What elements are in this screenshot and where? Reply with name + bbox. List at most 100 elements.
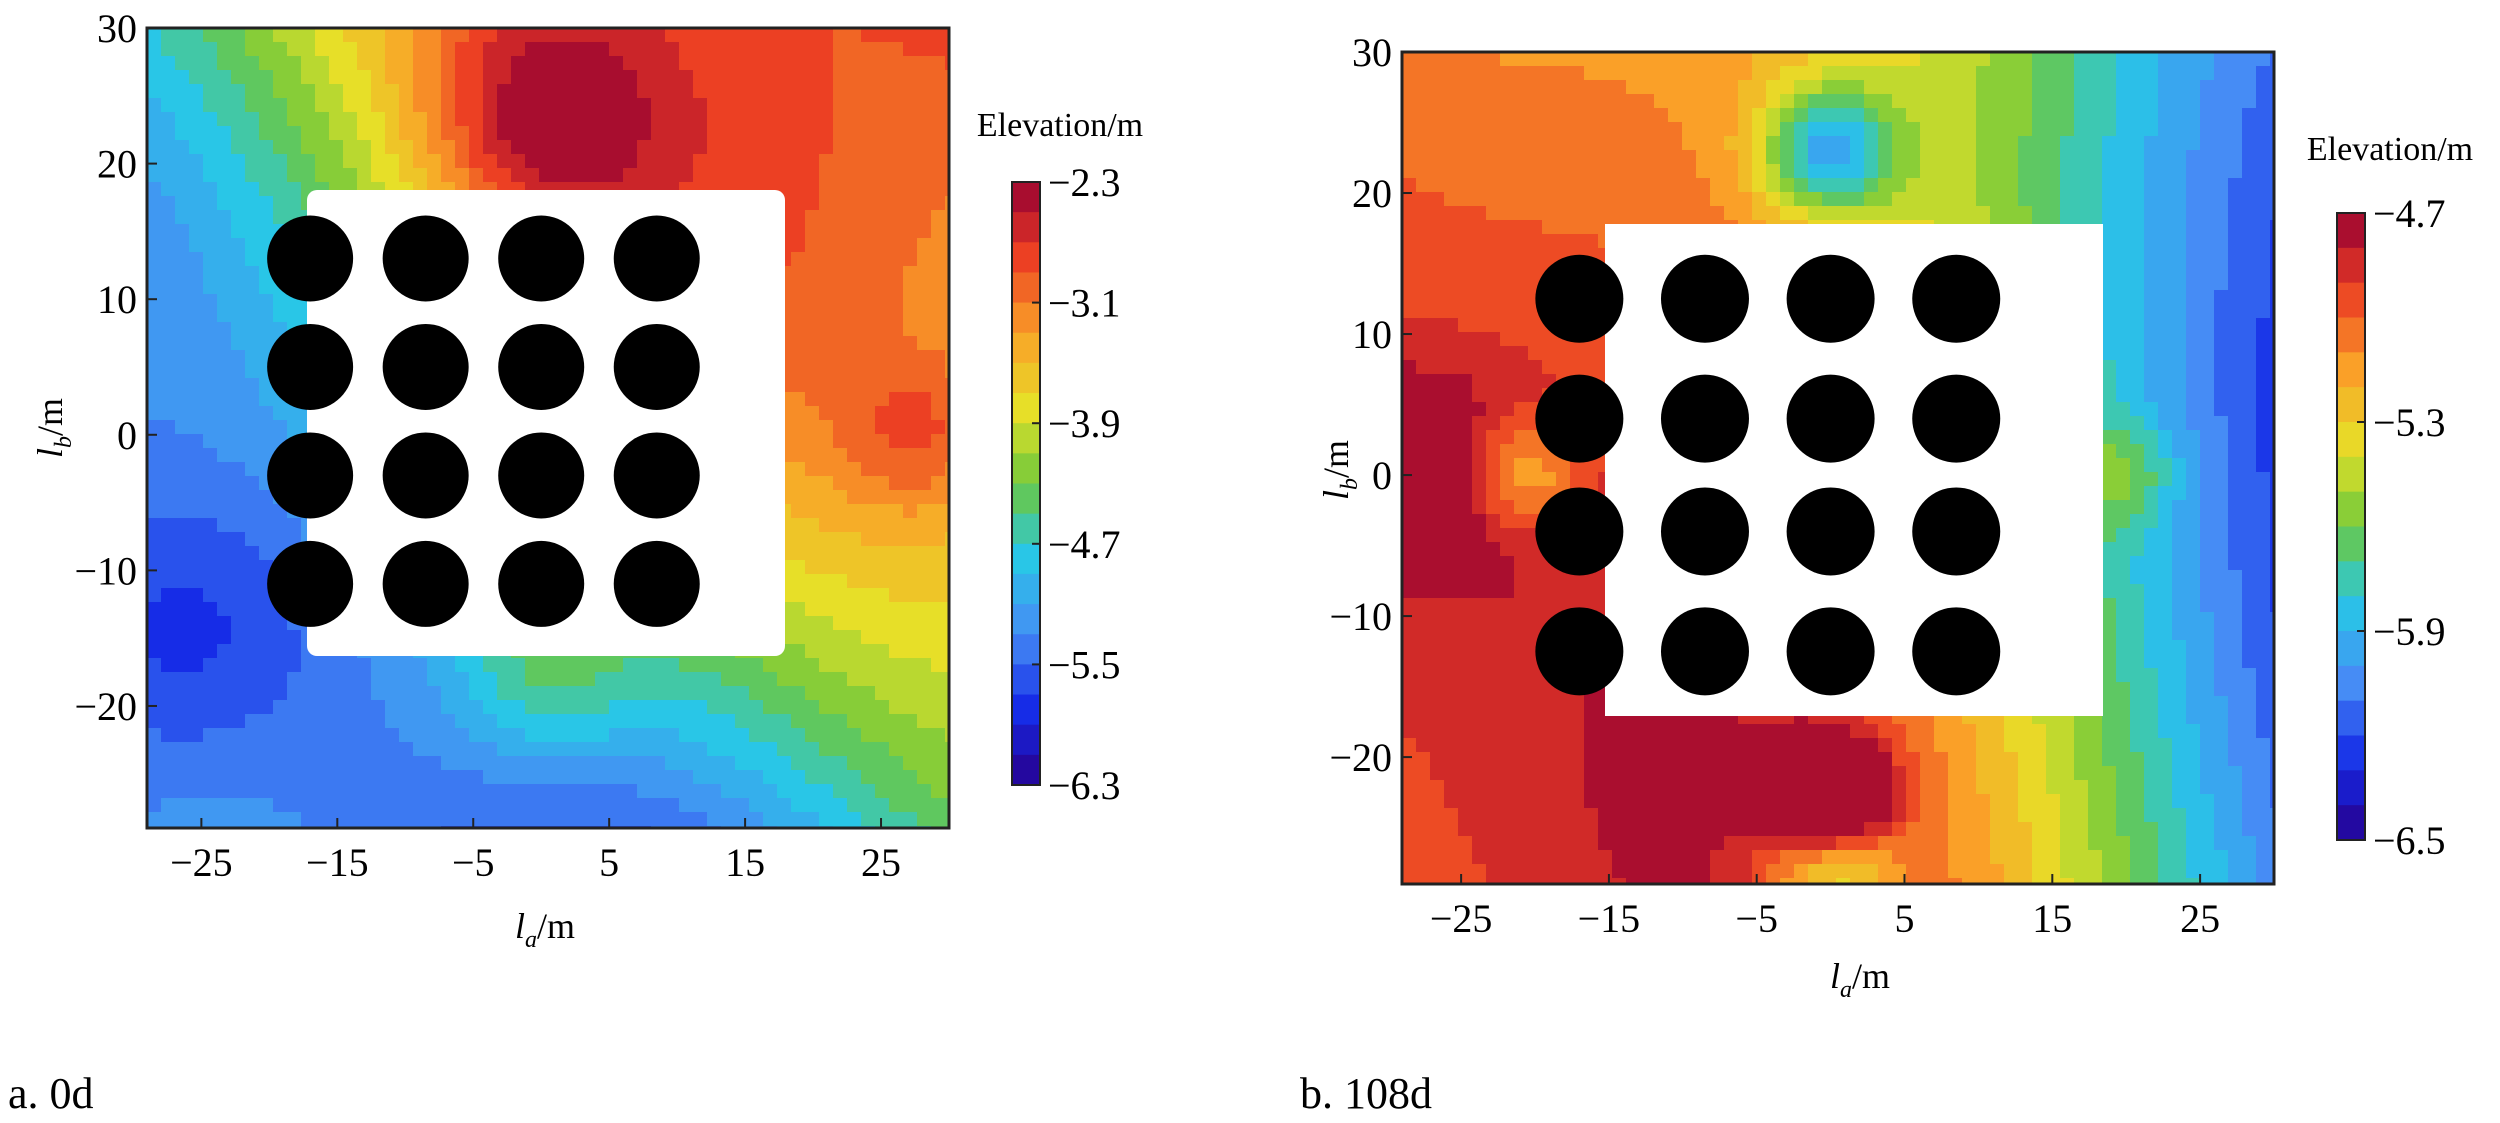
contour-cell — [1668, 108, 1683, 123]
colorbar-band — [1012, 664, 1040, 696]
contour-cell — [819, 742, 834, 757]
contour-cell — [217, 602, 232, 617]
contour-cell — [1500, 234, 1515, 249]
contour-cell — [1416, 696, 1431, 711]
contour-cell — [749, 112, 764, 127]
contour-cell — [147, 154, 162, 169]
contour-cell — [679, 700, 694, 715]
contour-cell — [413, 84, 428, 99]
contour-cell — [259, 798, 274, 813]
contour-cell — [147, 238, 162, 253]
contour-cell — [1724, 150, 1739, 165]
contour-cell — [889, 602, 904, 617]
contour-cell — [847, 140, 862, 155]
contour-cell — [875, 700, 890, 715]
contour-cell — [1458, 248, 1473, 263]
contour-cell — [371, 728, 386, 743]
contour-cell — [847, 168, 862, 183]
contour-cell — [539, 700, 554, 715]
contour-cell — [217, 532, 232, 547]
contour-cell — [1542, 766, 1557, 781]
contour-cell — [259, 98, 274, 113]
contour-cell — [763, 686, 778, 701]
contour-cell — [343, 798, 358, 813]
contour-cell — [497, 98, 512, 113]
contour-cell — [525, 70, 540, 85]
contour-cell — [301, 672, 316, 687]
contour-cell — [1486, 696, 1501, 711]
colorbar-tick-label: −2.3 — [1048, 160, 1121, 205]
contour-cell — [371, 126, 386, 141]
contour-cell — [231, 728, 246, 743]
contour-cell — [1598, 738, 1613, 753]
contour-cell — [1528, 388, 1543, 403]
contour-cell — [161, 630, 176, 645]
contour-cell — [1598, 178, 1613, 193]
contour-cell — [1500, 430, 1515, 445]
contour-cell — [245, 98, 260, 113]
contour-cell — [1458, 164, 1473, 179]
contour-cell — [931, 280, 946, 295]
contour-cell — [1472, 500, 1487, 515]
contour-cell — [651, 728, 666, 743]
contour-cell — [1654, 822, 1669, 837]
contour-cell — [203, 140, 218, 155]
contour-cell — [273, 406, 288, 421]
contour-cell — [1514, 192, 1529, 207]
contour-cell — [1738, 878, 1753, 884]
contour-cell — [175, 756, 190, 771]
contour-cell — [1486, 262, 1501, 277]
contour-cell — [217, 196, 232, 211]
contour-cell — [917, 658, 932, 673]
contour-cell — [1486, 528, 1501, 543]
contour-cell — [203, 56, 218, 71]
contour-cell — [371, 770, 386, 785]
contour-cell — [525, 56, 540, 71]
contour-cell — [1556, 360, 1571, 375]
contour-cell — [203, 112, 218, 127]
contour-cell — [917, 84, 932, 99]
contour-cell — [1696, 738, 1711, 753]
contour-cell — [1556, 696, 1571, 711]
contour-cell — [511, 798, 526, 813]
contour-cell — [1500, 542, 1515, 557]
contour-cell — [455, 700, 470, 715]
contour-cell — [1528, 220, 1543, 235]
contour-cell — [1486, 290, 1501, 305]
contour-cell — [1402, 752, 1417, 767]
contour-cell — [1500, 318, 1515, 333]
contour-cell — [413, 798, 428, 813]
contour-cell — [1542, 52, 1557, 67]
contour-cell — [1542, 122, 1557, 137]
contour-cell — [847, 322, 862, 337]
contour-cell — [581, 70, 596, 85]
contour-cell — [1402, 94, 1417, 109]
contour-cell — [1570, 808, 1585, 823]
contour-cell — [1626, 724, 1641, 739]
contour-cell — [189, 210, 204, 225]
contour-cell — [175, 574, 190, 589]
contour-cell — [1612, 836, 1627, 851]
contour-cell — [301, 756, 316, 771]
contour-cell — [203, 532, 218, 547]
contour-cell — [861, 266, 876, 281]
contour-cell — [1486, 192, 1501, 207]
contour-cell — [1724, 178, 1739, 193]
contour-cell — [1626, 738, 1641, 753]
contour-cell — [217, 210, 232, 225]
contour-cell — [1472, 220, 1487, 235]
contour-cell — [833, 462, 848, 477]
contour-cell — [623, 140, 638, 155]
contour-cell — [889, 756, 904, 771]
contour-cell — [203, 308, 218, 323]
contour-cell — [539, 168, 554, 183]
contour-cell — [693, 742, 708, 757]
contour-cell — [231, 252, 246, 267]
contour-cell — [287, 98, 302, 113]
contour-cell — [161, 112, 176, 127]
contour-cell — [189, 574, 204, 589]
contour-cell — [889, 294, 904, 309]
contour-cell — [1430, 262, 1445, 277]
contour-cell — [217, 140, 232, 155]
contour-cell — [637, 714, 652, 729]
